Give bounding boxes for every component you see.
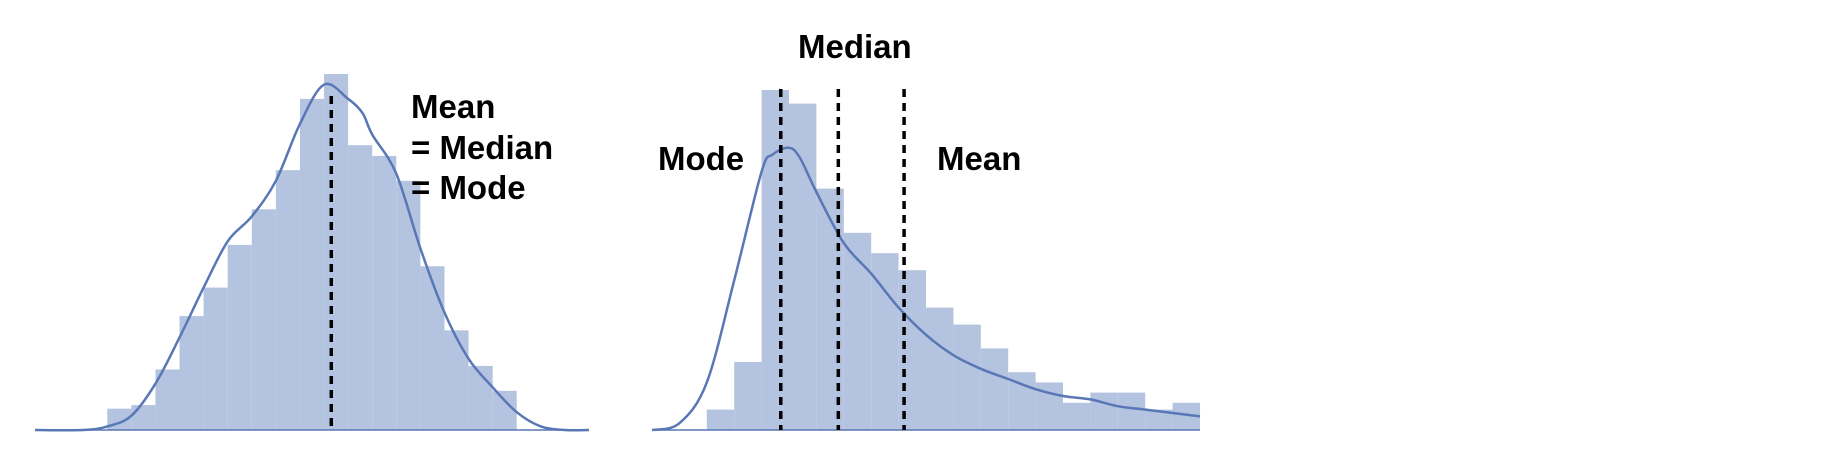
mode-label: = Mode [411,169,526,206]
histogram-bars [706,90,1200,430]
reference-labels: Mode Median Mean [658,28,1021,177]
histogram-bar-18 [468,365,493,430]
histogram-bar-17 [444,330,469,430]
median-label: Median [798,28,912,65]
histogram-bar-14 [372,155,397,430]
density-curve-path [34,82,590,432]
histogram-bar-10 [926,307,954,430]
histogram-bar-17 [1117,392,1146,430]
density-curve [34,82,590,432]
histogram-bar-7 [203,287,228,430]
histogram-bar-2 [706,409,735,430]
histogram-bar-19 [492,390,517,430]
histogram-bars [107,74,517,431]
histogram-bar-12 [324,74,349,430]
histogram-bar-10 [275,170,300,430]
histogram-bar-9 [251,209,276,430]
reference-lines [779,89,906,430]
histogram-bar-6 [816,188,844,430]
median-label: = Median [411,129,553,166]
density-curve-path [651,146,1201,432]
histogram-bar-15 [396,180,421,430]
histogram-bar-12 [980,348,1009,430]
histogram-bar-8 [871,253,899,430]
mean-label: Mean [411,88,495,125]
histogram-bar-16 [420,266,445,430]
mode-label: Mode [658,140,744,177]
histogram-bar-4 [131,405,156,430]
right-skewed-distribution-chart: Mode Median Mean [651,28,1201,432]
histogram-bar-8 [227,244,252,430]
histogram-bar-6 [179,316,204,430]
histogram-bar-13 [348,145,373,430]
histogram-bar-5 [155,369,180,430]
histogram-bar-11 [299,98,325,431]
histogram-bar-9 [898,270,926,430]
histogram-bar-18 [1145,409,1173,430]
histogram-bar-7 [843,232,872,430]
histogram-bar-15 [1063,402,1091,430]
histogram-bar-11 [953,324,981,430]
histogram-bar-16 [1090,392,1118,430]
histogram-bar-3 [734,362,762,430]
symmetric-distribution-chart: Mean = Median = Mode [34,74,590,432]
histogram-bar-5 [789,103,817,430]
mean-label: Mean [937,140,1021,177]
histogram-bar-4 [761,90,789,430]
reference-labels: Mean = Median = Mode [411,88,553,206]
density-curve [651,146,1201,432]
